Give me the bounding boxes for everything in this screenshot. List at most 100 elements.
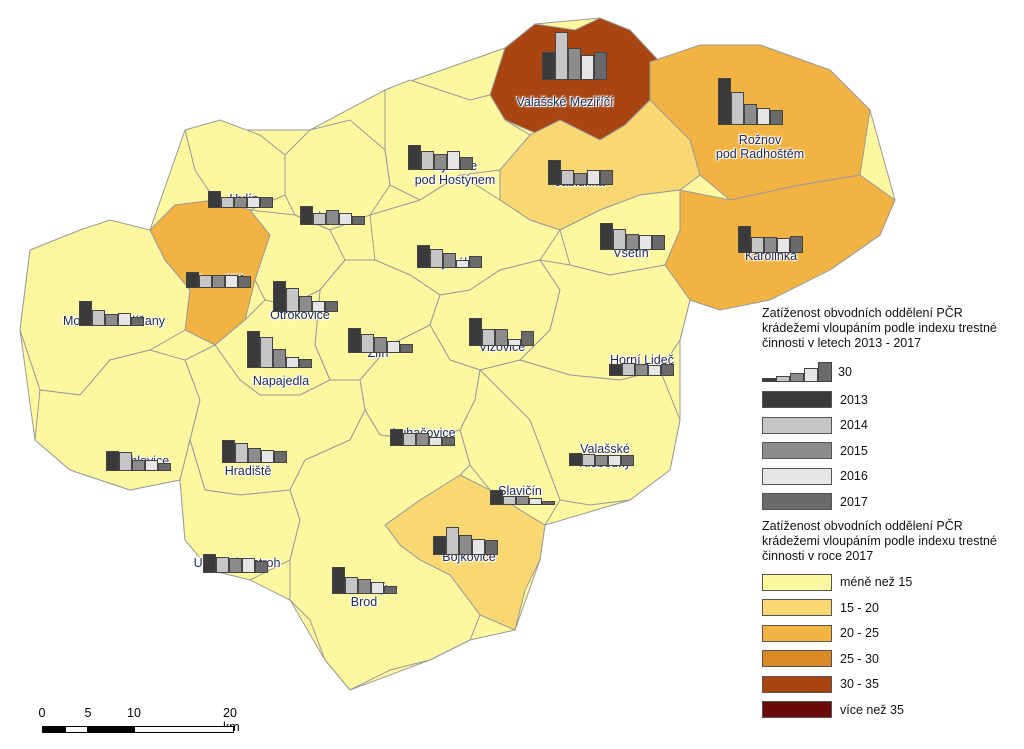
district-bar-2016 — [648, 365, 661, 376]
district-bar-2014 — [613, 228, 626, 250]
district-bar-chart — [469, 318, 534, 346]
legend-class-row: méně než 15 — [762, 570, 1012, 596]
district-bar-2016 — [608, 455, 621, 466]
legend-scale-bar — [776, 376, 790, 382]
district-bar-2014 — [119, 452, 132, 471]
district-bar-2017 — [460, 156, 473, 170]
district-bar-2015 — [568, 48, 581, 80]
district-label: Slavičín — [498, 484, 542, 498]
district-bar-2014 — [751, 236, 764, 253]
legend-year-swatch — [762, 442, 832, 460]
district-bar-chart — [247, 330, 312, 368]
scale-label-5: 5 — [84, 706, 92, 720]
district-bar-2016 — [371, 581, 384, 594]
district-bar-2017 — [400, 343, 413, 353]
district-bar-chart — [79, 300, 144, 326]
scale-segment — [65, 726, 88, 733]
district-bar-2013 — [548, 159, 561, 185]
district-bar-2015 — [434, 153, 447, 170]
district-bar-2015 — [416, 432, 429, 446]
district-bar-2014 — [216, 556, 229, 573]
district-bar-chart — [718, 78, 783, 125]
district-bar-2013 — [79, 300, 92, 326]
district-bar-2017 — [158, 463, 171, 471]
legend-class-row: 15 - 20 — [762, 595, 1012, 621]
district-bar-2017 — [469, 255, 482, 268]
district-bar-chart — [390, 428, 455, 446]
map-legend: Zatíženost obvodních oddělení PČR krádež… — [762, 306, 1012, 723]
district-bar-chart — [273, 281, 338, 312]
district-bar-2017 — [542, 500, 555, 505]
district-bar-2015 — [635, 363, 648, 376]
legend-class-label: 25 - 30 — [840, 651, 879, 666]
district-bar-2017 — [621, 455, 634, 466]
district-polygon[interactable] — [459, 368, 561, 526]
district-bar-2013 — [609, 363, 622, 376]
district-bar-2015 — [212, 274, 225, 288]
district-bar-2016 — [587, 170, 600, 185]
district-bar-2015 — [234, 197, 247, 208]
district-bar-2016 — [286, 357, 299, 368]
district-bar-chart — [600, 223, 665, 250]
legend-classes: méně než 15 15 - 20 20 - 25 25 - 30 30 - 35 v… — [762, 570, 1012, 723]
district-bar-2014 — [421, 151, 434, 170]
district-bar-2015 — [744, 103, 757, 125]
district-bar-2015 — [299, 295, 312, 312]
district-bar-2016 — [447, 151, 460, 170]
district-bar-2016 — [242, 558, 255, 573]
district-bar-2015 — [574, 172, 587, 185]
district-bar-2016 — [456, 259, 469, 268]
district-bar-2013 — [408, 144, 421, 170]
district-bar-2017 — [521, 331, 534, 346]
district-bar-chart — [569, 452, 634, 466]
district-bar-2014 — [503, 495, 516, 505]
legend-chart-scale: 30 — [762, 357, 1012, 387]
district-bar-2017 — [652, 235, 665, 250]
district-bar-2016 — [581, 54, 594, 80]
district-bar-2014 — [622, 362, 635, 376]
scale-bar: 0 5 10 20 km — [38, 706, 268, 746]
legend-year-row: 2015 — [762, 438, 1012, 464]
district-bar-2016 — [429, 436, 442, 446]
district-bar-2017 — [770, 110, 783, 125]
legend-class-label: 30 - 35 — [840, 677, 879, 692]
district-bar-chart — [433, 527, 498, 555]
legend-class-row: 20 - 25 — [762, 621, 1012, 647]
district-bar-2014 — [235, 442, 248, 463]
district-polygon[interactable] — [289, 408, 481, 691]
district-bar-2016 — [312, 301, 325, 312]
district-bar-2016 — [777, 238, 790, 253]
legend-year-label: 2015 — [840, 443, 868, 458]
district-bar-2013 — [106, 451, 119, 471]
district-bar-2014 — [403, 432, 416, 446]
district-bar-chart — [332, 567, 397, 594]
district-bar-2016 — [225, 274, 238, 288]
district-bar-2017 — [661, 363, 674, 376]
district-bar-2014 — [221, 197, 234, 208]
district-bar-chart — [548, 159, 613, 185]
district-bar-2015 — [764, 236, 777, 253]
district-bar-2017 — [384, 585, 397, 594]
district-bar-2017 — [238, 276, 251, 288]
district-bar-2017 — [594, 52, 607, 80]
district-bar-2013 — [718, 78, 731, 125]
district-bar-2014 — [260, 337, 273, 368]
district-bar-2014 — [199, 274, 212, 288]
legend-year-swatch — [762, 493, 832, 511]
scale-label-10: 10 — [127, 706, 141, 720]
district-polygon[interactable] — [284, 119, 391, 231]
district-bar-2015 — [105, 313, 118, 326]
legend-year-row: 2013 — [762, 387, 1012, 413]
district-bar-2017 — [260, 197, 273, 208]
legend-class-swatch — [762, 675, 832, 693]
district-bar-2014 — [561, 170, 574, 185]
scale-label-0: 0 — [38, 706, 46, 720]
legend-scale-chart-icon — [762, 362, 832, 382]
scale-segment — [42, 726, 65, 733]
legend-scale-bar — [804, 368, 818, 382]
district-bar-2015 — [358, 579, 371, 594]
district-bar-2015 — [132, 460, 145, 471]
district-bar-2015 — [443, 253, 456, 268]
district-polygon[interactable] — [19, 219, 191, 396]
district-bar-2015 — [248, 448, 261, 463]
